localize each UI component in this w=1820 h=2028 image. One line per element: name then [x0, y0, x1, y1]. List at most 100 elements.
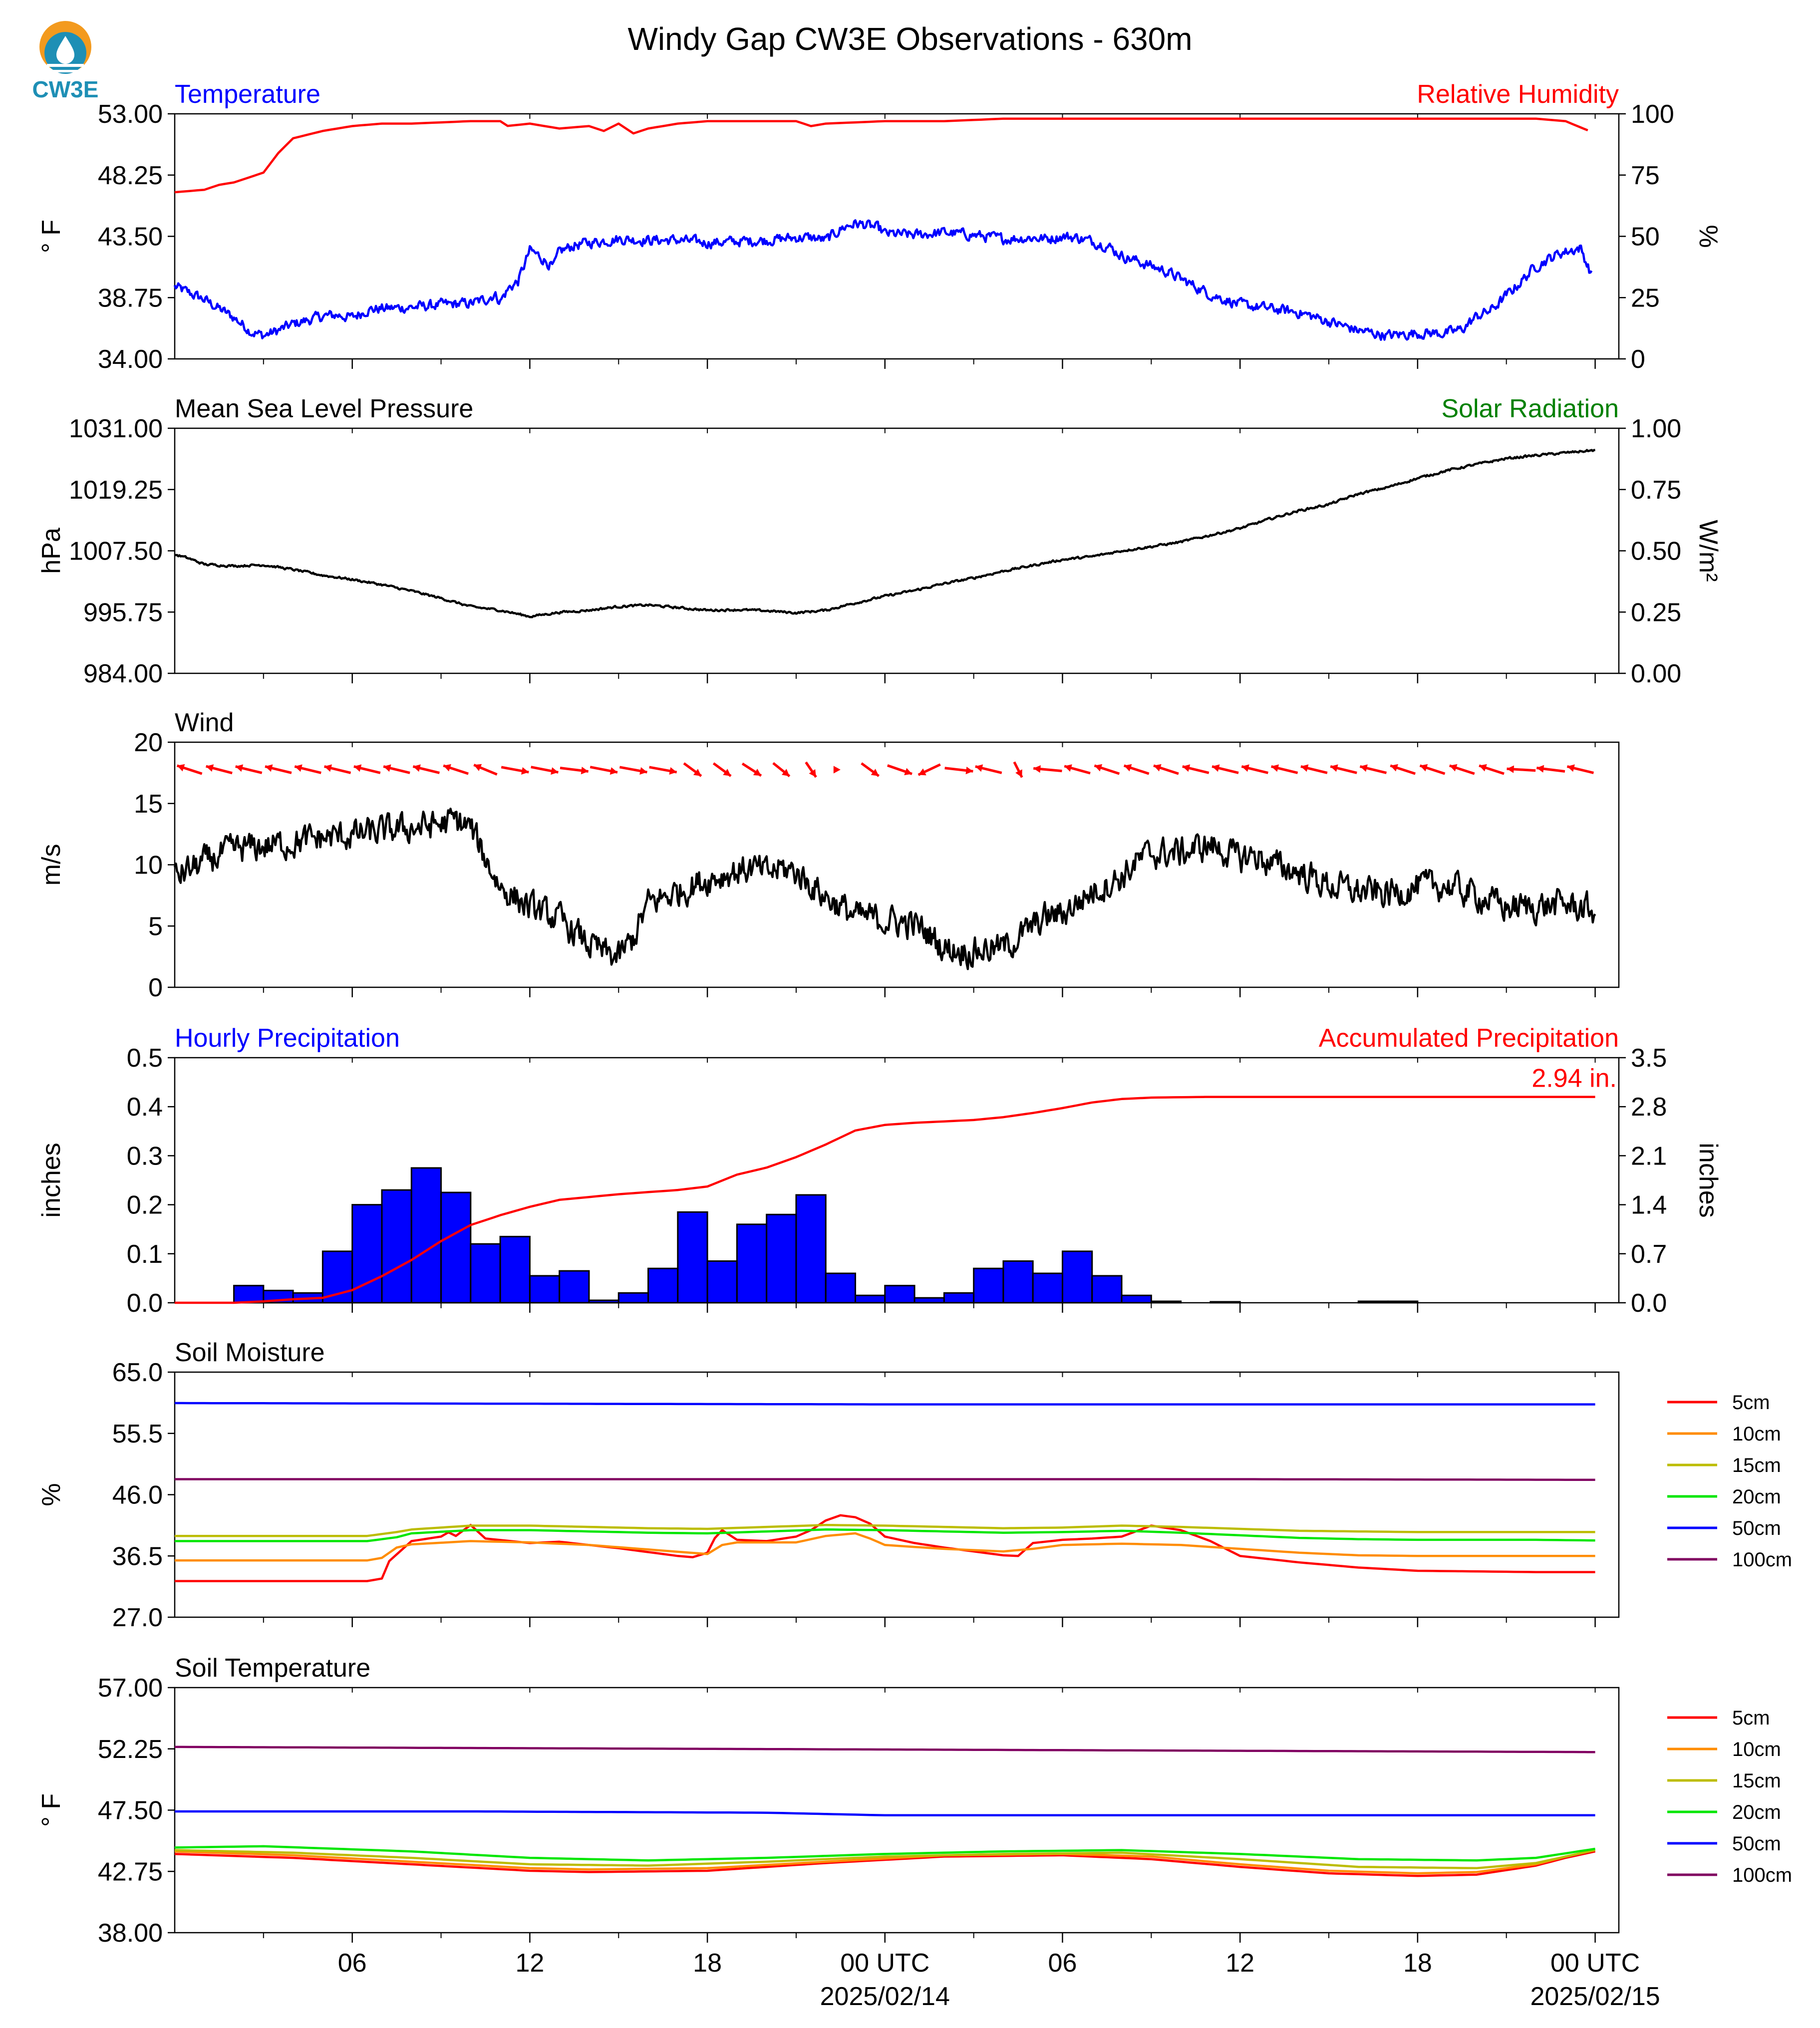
panel-title: Mean Sea Level Pressure	[175, 394, 473, 423]
y-tick-label: 43.50	[98, 223, 163, 252]
y-axis-label-right: %	[1694, 225, 1723, 248]
y-tick-label: 0.1	[127, 1240, 163, 1269]
series-5cm	[175, 1514, 1595, 1582]
wind-arrow-icon	[1479, 764, 1505, 775]
wind-arrow-head	[443, 764, 451, 772]
legend-label: 10cm	[1732, 1423, 1781, 1445]
y-tick-label: 0.0	[127, 1289, 163, 1318]
wind-arrow-head	[693, 769, 701, 776]
wind-arrow-icon	[1013, 761, 1023, 778]
panel-title-right: Accumulated Precipitation	[1319, 1024, 1619, 1053]
wind-arrow-head	[809, 769, 816, 777]
precip-bar	[1061, 1250, 1093, 1304]
y-tick-label: 15	[134, 790, 163, 819]
precip-bar	[559, 1270, 590, 1304]
series-5cm	[174, 1850, 1596, 1877]
y-axis-label: %	[37, 1483, 66, 1506]
y-tick-label: 10	[134, 851, 163, 880]
precip-bar	[1002, 1260, 1034, 1304]
precip-bar	[706, 1260, 738, 1304]
panel-title-right: Relative Humidity	[1417, 80, 1619, 109]
wind-arrow-head	[551, 767, 559, 775]
wind-arrow-head	[474, 764, 482, 771]
wind-arrow-head	[1360, 764, 1368, 772]
panel-title: Soil Temperature	[175, 1654, 370, 1683]
y-tick-label: 47.50	[98, 1796, 163, 1825]
wind-arrow-icon	[1064, 764, 1091, 775]
wind-arrow-head	[1507, 765, 1515, 773]
panels: Temperature Relative Humidity 34.00 38.75 43…	[37, 80, 1792, 2011]
y-tick-label-right: 3.5	[1631, 1044, 1667, 1073]
x-tick-label: 00 UTC	[1550, 1949, 1640, 1978]
wind-arrow-icon	[176, 764, 203, 775]
wind-arrow-icon	[805, 761, 817, 778]
x-date-label: 2025/02/14	[820, 1982, 950, 2011]
wind-arrow-head	[1015, 769, 1022, 778]
y-tick-label: 27.0	[112, 1603, 163, 1632]
logo-drop-icon	[56, 36, 74, 64]
wind-arrow-icon	[473, 764, 498, 776]
precip-bar	[1150, 1300, 1182, 1304]
logo-text: CW3E	[32, 76, 99, 102]
precip-bar	[973, 1267, 1004, 1304]
logo-wave-icon	[47, 64, 84, 67]
legend-label: 100cm	[1732, 1864, 1792, 1886]
wind-arrow-head	[609, 767, 617, 775]
wind-arrow-head	[235, 764, 244, 772]
legend-label: 20cm	[1732, 1801, 1781, 1823]
wind-arrow-head	[918, 768, 926, 776]
wind-arrow-head	[1212, 764, 1220, 772]
legend-label: 50cm	[1732, 1833, 1781, 1855]
wind-arrow-icon	[649, 766, 677, 775]
precip-bar	[1032, 1272, 1063, 1304]
series-10cm	[175, 1532, 1595, 1562]
wind-arrow-head	[1479, 764, 1487, 772]
wind-arrow-icon	[1330, 764, 1357, 774]
wind-arrow-icon	[235, 764, 263, 774]
wind-arrow-icon	[1419, 764, 1446, 775]
wind-arrow-icon	[1153, 764, 1179, 775]
legend-label: 10cm	[1732, 1738, 1781, 1760]
wind-arrow-icon	[683, 762, 702, 777]
y-tick-label: 36.5	[112, 1542, 163, 1571]
wind-arrow-head	[521, 767, 529, 775]
y-tick-label-right: 0.0	[1631, 1289, 1667, 1318]
wind-arrow-head	[206, 764, 214, 772]
precip-bar	[766, 1213, 797, 1304]
series-1	[173, 808, 1596, 970]
wind-arrow-head	[1124, 764, 1132, 772]
x-tick-label: 18	[693, 1949, 722, 1978]
wind-arrow-head	[871, 769, 879, 776]
y-axis-label: hPa	[37, 528, 66, 574]
wind-arrow-head	[1449, 764, 1458, 772]
legend-label: 100cm	[1732, 1549, 1792, 1571]
x-tick-label: 18	[1403, 1949, 1432, 1978]
wind-arrow-icon	[1390, 764, 1416, 775]
wind-arrow-icon	[861, 762, 880, 777]
wind-arrow-head	[975, 764, 983, 772]
y-tick-label: 0	[148, 973, 163, 1002]
wind-arrow-head	[581, 767, 589, 775]
wind-arrow-icon	[1536, 765, 1565, 773]
logo-wave-icon	[50, 70, 81, 72]
wind-arrow-icon	[887, 764, 912, 776]
wind-arrow-head	[1300, 764, 1309, 772]
y-tick-label-right: 75	[1631, 161, 1660, 190]
chart-panel-4: Hourly Precipitation Accumulated Precipit…	[37, 1024, 1723, 1318]
wind-arrow-head	[723, 769, 731, 776]
wind-arrow-head	[753, 769, 761, 776]
wind-arrow-icon	[1449, 764, 1475, 775]
wind-arrow-icon	[917, 763, 941, 776]
wind-arrow-icon	[1241, 764, 1268, 774]
wind-arrow-icon	[975, 764, 1002, 774]
precip-bar	[1121, 1294, 1152, 1304]
wind-arrow-icon	[1123, 764, 1150, 775]
y-tick-label-right: 2.1	[1631, 1142, 1667, 1170]
x-tick-label: 06	[1048, 1949, 1077, 1978]
wind-arrow-icon	[412, 764, 440, 774]
x-tick-label: 12	[1225, 1949, 1254, 1978]
precip-bar	[410, 1167, 442, 1304]
y-tick-label: 38.75	[98, 284, 163, 312]
precip-bar	[529, 1275, 561, 1304]
wind-arrow-head	[1271, 764, 1279, 772]
